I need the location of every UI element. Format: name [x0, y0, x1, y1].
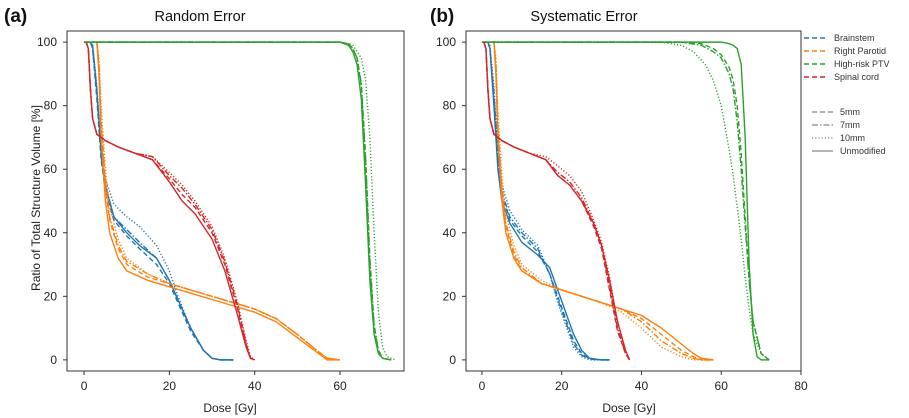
series-line-high-risk-ptv-7mm	[84, 41, 392, 361]
panel-b-x-axis-label: Dose [Gy]	[602, 401, 655, 415]
series-line-high-risk-ptv-7mm	[481, 41, 770, 361]
legend-style-10mm: 10mm	[812, 133, 865, 143]
panel-a-series-group	[84, 41, 396, 361]
legend-label-right-parotid: Right Parotid	[834, 46, 886, 56]
series-line-brainstem-5mm	[89, 41, 234, 361]
series-line-right-parotid-5mm	[493, 42, 714, 361]
legend-label-5mm: 5mm	[840, 107, 860, 117]
panel-b-series-group	[481, 41, 770, 361]
legend-structure-high-risk-ptv: High-risk PTV	[804, 59, 890, 69]
panel-b-x-tick-label: 40	[635, 379, 649, 393]
legend-label-brainstem: Brainstem	[834, 33, 875, 43]
panel-b: (b) Systematic Error Dose [Gy] 0 20 40 60 80…	[430, 6, 808, 415]
legend-label-high-risk-ptv: High-risk PTV	[834, 59, 890, 69]
panel-a-plot-area: 0 20 40 60 0 20 40 60 80 100	[37, 30, 405, 393]
panel-a-x-tick-label: 0	[81, 379, 88, 393]
series-line-right-parotid-5mm	[96, 42, 341, 361]
panel-a-x-tick-label: 40	[248, 379, 262, 393]
series-line-spinal-cord-10mm	[483, 41, 631, 361]
series-line-spinal-cord-unmodified	[483, 41, 631, 361]
legend-structure-spinal-cord: Spinal cord	[804, 72, 879, 82]
legend-label-7mm: 7mm	[840, 120, 860, 130]
series-line-high-risk-ptv-unmodified	[481, 41, 770, 361]
panel-b-frame	[465, 30, 802, 372]
series-line-right-parotid-7mm	[96, 42, 341, 361]
panel-a-y-tick-label: 80	[44, 99, 58, 113]
panel-b-x-tick-label: 20	[555, 379, 569, 393]
series-line-spinal-cord-7mm	[483, 41, 631, 361]
panel-b-plot-area: 0 20 40 60 80 0 20 40 60 80 100	[436, 30, 808, 393]
panel-b-y-tick-label: 40	[443, 226, 457, 240]
panel-b-y-tick-label: 20	[443, 289, 457, 303]
panel-a-y-axis-label: Ratio of Total Structure Volume [%]	[29, 105, 43, 291]
panel-a: (a) Random Error Ratio of Total Structur…	[4, 6, 405, 415]
legend-label-spinal-cord: Spinal cord	[834, 72, 879, 82]
panel-b-x-tick-label: 60	[715, 379, 729, 393]
series-line-right-parotid-7mm	[493, 42, 714, 361]
panel-a-y-tick-label: 100	[37, 35, 57, 49]
legend-structure-right-parotid: Right Parotid	[804, 46, 886, 56]
series-line-right-parotid-unmodified	[96, 42, 341, 361]
panel-a-x-tick-label: 20	[163, 379, 177, 393]
panel-b-y-tick-label: 100	[436, 35, 456, 49]
series-line-brainstem-7mm	[89, 41, 234, 361]
series-line-spinal-cord-5mm	[483, 41, 631, 361]
series-line-high-risk-ptv-10mm	[84, 41, 396, 361]
panel-a-x-axis-label: Dose [Gy]	[203, 401, 256, 415]
legend-structure-brainstem: Brainstem	[804, 33, 875, 43]
series-line-high-risk-ptv-unmodified	[84, 41, 392, 361]
panel-b-title: Systematic Error	[530, 9, 637, 25]
panel-b-x-tick-label: 0	[479, 379, 486, 393]
panel-a-frame	[66, 30, 405, 372]
series-line-high-risk-ptv-5mm	[481, 41, 770, 361]
series-line-brainstem-unmodified	[89, 41, 234, 361]
series-line-right-parotid-10mm	[96, 42, 341, 361]
panel-a-letter: (a)	[4, 6, 27, 27]
series-line-spinal-cord-7mm	[85, 41, 255, 361]
legend: Brainstem Right Parotid High-risk PTV Sp…	[804, 33, 890, 156]
series-line-spinal-cord-unmodified	[85, 41, 255, 361]
panel-a-y-tick-label: 40	[44, 226, 58, 240]
series-line-spinal-cord-5mm	[85, 41, 255, 361]
legend-style-5mm: 5mm	[812, 107, 860, 117]
legend-label-unmodified: Unmodified	[840, 146, 886, 156]
panel-a-title: Random Error	[154, 9, 245, 25]
panel-a-y-tick-label: 20	[44, 289, 58, 303]
series-line-high-risk-ptv-10mm	[481, 41, 770, 361]
panel-b-letter: (b)	[430, 6, 454, 27]
panel-b-y-tick-label: 80	[443, 99, 457, 113]
legend-style-7mm: 7mm	[812, 120, 860, 130]
series-line-right-parotid-10mm	[493, 42, 714, 361]
series-line-brainstem-10mm	[487, 41, 610, 361]
panel-b-y-tick-label: 0	[449, 353, 456, 367]
panel-a-y-tick-label: 60	[44, 162, 58, 176]
panel-b-x-tick-label: 80	[794, 379, 808, 393]
legend-style-unmodified: Unmodified	[812, 146, 886, 156]
series-line-high-risk-ptv-5mm	[84, 41, 392, 361]
panel-b-y-tick-label: 60	[443, 162, 457, 176]
panel-a-x-tick-label: 60	[333, 379, 347, 393]
legend-label-10mm: 10mm	[840, 133, 865, 143]
panel-a-y-tick-label: 0	[50, 353, 57, 367]
series-line-right-parotid-unmodified	[493, 42, 714, 361]
series-line-spinal-cord-10mm	[85, 41, 256, 361]
series-line-brainstem-10mm	[89, 41, 234, 361]
